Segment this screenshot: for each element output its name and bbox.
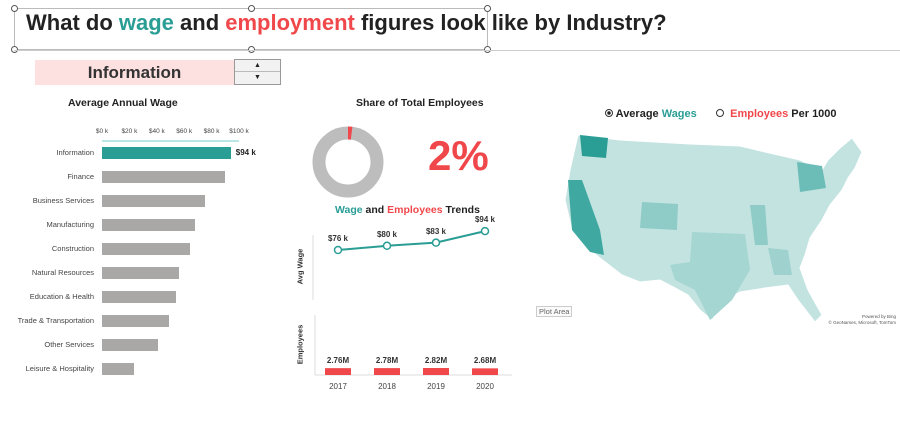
x-tick-label: $20 k [121,128,138,135]
us-map[interactable] [560,130,890,330]
wage-bar [102,171,226,183]
wage-data-label: $80 k [376,229,398,239]
employees-data-label: 2.76M [326,356,350,365]
title-employment: employment [225,10,355,35]
resize-handle[interactable] [11,5,18,12]
category-label: Other Services [44,340,94,349]
wage-data-label: $83 k [425,226,447,236]
trends-title: Wage and Employees Trends [335,204,480,216]
option-label: Average [615,108,662,120]
trends-title-employees: Employees [387,204,443,216]
title-textbox[interactable] [11,5,491,53]
title-wage: wage [118,10,174,35]
category-label: Trade & Transportation [17,316,94,325]
x-tick-label: $0 k [95,128,109,135]
state-washington[interactable] [580,135,608,158]
category-label: Business Services [32,196,94,205]
category-label: Manufacturing [46,220,94,229]
title-text: and [173,10,226,35]
x-tick-label: 2017 [329,382,347,391]
map-credit: Powered by Bing [861,314,896,319]
wage-line [337,230,486,251]
trends-title-text: and [362,204,388,216]
map-option-employees[interactable]: Employees Per 1000 [716,108,837,120]
industry-selector[interactable]: Information [35,60,234,85]
employees-bar [325,368,351,375]
plot-area-tooltip: Plot Area [536,306,573,317]
map-option-wages[interactable]: Average Wages [605,108,697,120]
page-title: What do wage and employment figures look… [26,10,667,36]
spin-down-button[interactable]: ▼ [254,74,261,81]
title-text: figures look like by Industry? [354,10,667,35]
wage-point [431,238,441,247]
wage-bar [102,291,176,303]
x-tick-label: $80 k [203,128,220,135]
trends-chart [312,226,512,376]
resize-handle[interactable] [11,46,18,53]
spin-up-button[interactable]: ▲ [235,60,280,72]
state-texas[interactable] [670,232,750,320]
title-text: What do [26,10,119,35]
x-tick-label: 2018 [378,382,396,391]
resize-handle[interactable] [484,46,491,53]
x-tick-label: $60 k [176,128,193,135]
x-tick-label: $40 k [148,128,165,135]
wage-point [382,241,392,251]
wage-bar [102,363,134,375]
map-credit: © GeoNames, Microsoft, TomTom [828,320,897,325]
resize-handle[interactable] [248,5,255,12]
wage-bar [102,243,190,255]
option-label: Per 1000 [788,108,837,120]
wage-chart-title: Average Annual Wage [68,97,178,109]
us-states[interactable] [564,134,863,323]
wage-data-label: $76 k [327,234,349,243]
wage-bar [102,195,205,207]
category-label: Leisure & Hospitality [25,364,94,373]
category-label: Finance [67,172,94,181]
state-california[interactable] [568,180,604,255]
wage-bar [102,315,170,327]
x-tick-label: 2020 [476,382,494,391]
trends-title-wage: Wage [335,204,363,216]
category-label: Construction [51,244,94,253]
category-label: Education & Health [29,292,94,301]
wage-bar [102,219,196,231]
option-label-employees: Employees [730,108,789,120]
wage-point [480,226,490,236]
wage-bar [102,147,231,159]
employees-data-label: 2.68M [473,356,497,365]
employees-bar [374,368,400,375]
wage-bar [102,267,179,279]
state-illinois[interactable] [750,205,768,245]
state-georgia[interactable] [768,248,792,275]
share-percent: 2% [428,132,489,179]
wage-point [333,245,343,255]
share-chart-title: Share of Total Employees [356,97,484,109]
category-label: Natural Resources [31,268,94,277]
wage-data-label: $94 k [474,215,496,225]
resize-handle[interactable] [248,46,255,53]
divider [14,50,900,51]
radio-selected-icon[interactable] [605,109,613,117]
industry-spinner[interactable]: ▲ ▼ [234,59,281,85]
state-new-york[interactable] [797,162,826,192]
wage-axis [102,140,239,142]
share-donut-chart [312,126,384,198]
x-tick-label: 2019 [427,382,445,391]
employees-bar [472,368,498,375]
x-tick-label: $100 k [229,128,249,135]
donut-share-slice [312,126,384,198]
employees-data-label: 2.82M [424,356,448,365]
wage-bar [102,339,159,351]
donut-rest [312,126,384,198]
category-label: Information [56,148,94,157]
radio-unselected-icon[interactable] [716,109,724,117]
bar-data-label: $94 k [235,148,256,157]
state-colorado[interactable] [640,202,678,230]
employees-data-label: 2.78M [375,356,399,365]
trends-title-text: Trends [442,204,480,216]
resize-handle[interactable] [484,5,491,12]
employees-bar [423,368,449,375]
option-label-wages: Wages [661,108,697,120]
